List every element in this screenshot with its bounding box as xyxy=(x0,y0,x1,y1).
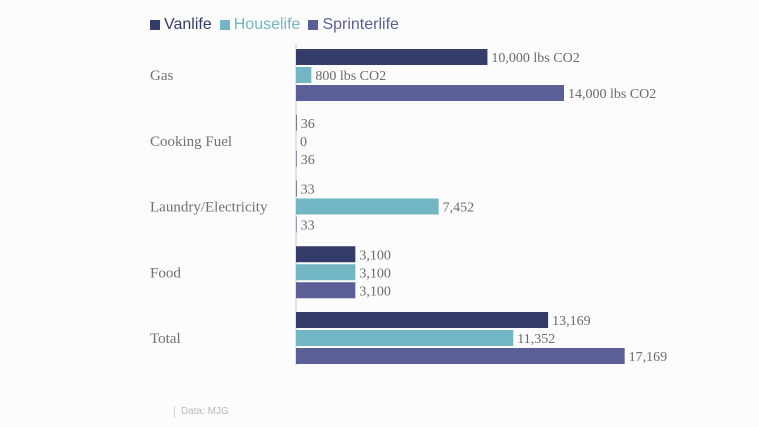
legend-label: Sprinterlife xyxy=(322,16,399,33)
bar-sprinterlife xyxy=(296,85,564,101)
bar-vanlife xyxy=(296,180,297,197)
bar-houselife xyxy=(296,264,356,281)
value-label: 800 lbs CO2 xyxy=(315,69,386,84)
category-label: Gas xyxy=(150,68,173,84)
bar-sprinterlife xyxy=(296,348,625,364)
source-note: Data: MJG xyxy=(174,406,229,418)
category-label: Food xyxy=(150,265,181,281)
bar-vanlife xyxy=(296,246,356,263)
legend-swatch xyxy=(308,20,319,30)
legend-label: Vanlife xyxy=(164,16,212,33)
category-label: Laundry/Electricity xyxy=(150,200,268,216)
value-label: 3,100 xyxy=(359,266,391,281)
bar-sprinterlife xyxy=(296,216,297,233)
value-label: 7,452 xyxy=(443,201,475,216)
bar-sprinterlife xyxy=(296,282,356,299)
value-label: 17,169 xyxy=(629,350,668,365)
bar-sprinterlife xyxy=(296,150,297,167)
chart-legend: Vanlife Houselife Sprinterlife xyxy=(150,16,399,34)
value-label: 14,000 lbs CO2 xyxy=(568,87,656,102)
bar-houselife xyxy=(296,67,312,83)
bar-vanlife xyxy=(296,114,297,131)
value-label: 3,100 xyxy=(359,284,391,299)
legend-swatch xyxy=(219,20,230,30)
value-label: 3,100 xyxy=(359,248,391,263)
category-label: Cooking Fuel xyxy=(150,134,232,150)
legend-label: Houselife xyxy=(233,16,301,33)
value-label: 33 xyxy=(301,183,315,198)
legend-swatch xyxy=(150,20,160,30)
value-label: 11,352 xyxy=(517,332,555,347)
value-label: 0 xyxy=(300,135,307,150)
value-label: 13,169 xyxy=(552,314,591,329)
bar-houselife xyxy=(296,198,439,215)
bar-vanlife xyxy=(296,49,488,65)
bar-houselife xyxy=(296,330,514,346)
category-label: Total xyxy=(150,331,181,347)
value-label: 10,000 lbs CO2 xyxy=(491,51,579,66)
value-label: 36 xyxy=(301,153,315,168)
bar-vanlife xyxy=(296,312,549,328)
value-label: 33 xyxy=(301,219,315,234)
legend-item-vanlife: Vanlife xyxy=(150,16,212,34)
value-label: 36 xyxy=(301,117,315,132)
legend-item-houselife: Houselife xyxy=(219,16,301,34)
legend-item-sprinterlife: Sprinterlife xyxy=(308,16,399,34)
